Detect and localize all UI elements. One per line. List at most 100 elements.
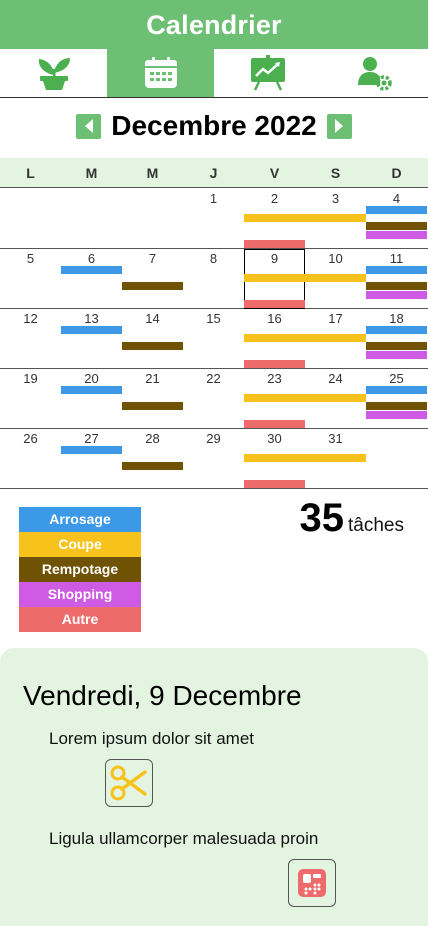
task-bar-coupe[interactable] [244,274,366,282]
calendar-day-7[interactable]: 7 [148,251,157,266]
calendar-day-2[interactable]: 2 [270,191,279,206]
app-header: Calendrier [0,0,428,49]
next-month-button[interactable] [326,113,352,139]
calendar-day-4[interactable]: 4 [392,191,401,206]
task-bar-arrosage[interactable] [366,386,427,394]
weekday-label: S [330,165,341,181]
task-count: 35 tâches [300,496,404,541]
calendar-icon [144,57,177,88]
task-bar-shopping[interactable] [366,411,427,419]
task-autre-button[interactable] [288,859,336,907]
calendar-day-11[interactable]: 11 [389,251,404,266]
tab-plants[interactable] [0,49,107,97]
task-count-value: 35 [299,496,345,540]
task-bar-rempotage[interactable] [122,462,183,470]
calendar-day-5[interactable]: 5 [26,251,35,266]
calendar-week-row: 19 20 21 22 23 24 25 [0,369,428,429]
scissors-icon [110,765,147,801]
task-text: Lorem ipsum dolor sit amet [49,729,255,748]
chart-board-icon [250,55,285,91]
calendar-day-18[interactable]: 18 [389,311,404,326]
calendar-week-row: 12 13 14 15 16 17 18 [0,309,428,369]
calendar-day-21[interactable]: 21 [145,371,160,386]
task-bar-rempotage[interactable] [366,282,427,290]
calendar-day-13[interactable]: 13 [84,311,99,326]
calendar-day-31[interactable]: 31 [328,431,343,446]
other-task-icon [298,869,326,897]
tab-calendar[interactable] [107,49,214,97]
calendar-day-9[interactable]: 9 [270,251,279,266]
prev-month-button[interactable] [76,113,102,139]
task-bar-rempotage[interactable] [122,342,183,350]
calendar-day-3[interactable]: 3 [331,191,340,206]
calendar-grid: 1 2 3 4 5 6 7 8 9 10 11 12 13 14 15 16 17 18 19 20 21 22 23 24 2… [0,189,428,489]
task-bar-arrosage[interactable] [366,206,427,214]
tab-settings[interactable] [321,49,428,97]
task-bar-coupe[interactable] [244,334,366,342]
calendar-day-28[interactable]: 28 [145,431,160,446]
task-bar-arrosage[interactable] [61,326,122,334]
month-navigation: Decembre 2022 [0,106,428,146]
calendar-day-24[interactable]: 24 [328,371,343,386]
task-bar-coupe[interactable] [244,214,366,222]
calendar-day-23[interactable]: 23 [267,371,282,386]
legend-item-arrosage: Arrosage [19,507,141,532]
task-bar-coupe[interactable] [244,394,366,402]
task-bar-autre[interactable] [244,480,305,488]
calendar-day-17[interactable]: 17 [328,311,343,326]
weekday-label: J [209,165,218,181]
calendar-day-8[interactable]: 8 [209,251,218,266]
task-bar-rempotage[interactable] [366,222,427,230]
user-settings-icon [357,57,392,91]
task-bar-autre[interactable] [244,300,305,308]
calendar-day-12[interactable]: 12 [23,311,38,326]
calendar-day-14[interactable]: 14 [145,311,160,326]
calendar-week-row: 5 6 7 8 9 10 11 [0,249,428,309]
task-bar-arrosage[interactable] [366,266,427,274]
task-bar-arrosage[interactable] [61,266,122,274]
task-coupe-button[interactable] [105,759,153,807]
task-bar-autre[interactable] [244,360,305,368]
app-title: Calendrier [146,10,282,40]
legend-item-autre: Autre [19,607,141,632]
task-bar-arrosage[interactable] [61,446,122,454]
task-bar-rempotage[interactable] [122,282,183,290]
task-bar-shopping[interactable] [366,231,427,239]
task-bar-autre[interactable] [244,240,305,248]
calendar-day-29[interactable]: 29 [206,431,221,446]
weekday-label: L [26,165,35,181]
weekday-label: V [269,165,280,181]
calendar-day-27[interactable]: 27 [84,431,99,446]
task-bar-arrosage[interactable] [366,326,427,334]
task-bar-rempotage[interactable] [366,342,427,350]
tab-stats[interactable] [214,49,321,97]
tab-bar [0,49,428,98]
task-bar-coupe[interactable] [244,454,366,462]
calendar-day-26[interactable]: 26 [23,431,38,446]
legend-item-shopping: Shopping [19,582,141,607]
task-bar-rempotage[interactable] [122,402,183,410]
calendar-day-19[interactable]: 19 [23,371,38,386]
task-bar-shopping[interactable] [366,291,427,299]
weekday-header: L M M J V S D [0,158,428,188]
weekday-label: D [391,165,402,181]
task-bar-rempotage[interactable] [366,402,427,410]
calendar-day-6[interactable]: 6 [87,251,96,266]
task-bar-autre[interactable] [244,420,305,428]
task-bar-arrosage[interactable] [61,386,122,394]
calendar-day-1[interactable]: 1 [209,191,218,206]
calendar-day-15[interactable]: 15 [206,311,221,326]
weekday-label: M [146,165,159,181]
task-bar-shopping[interactable] [366,351,427,359]
calendar-day-16[interactable]: 16 [267,311,282,326]
legend-item-coupe: Coupe [19,532,141,557]
task-text: Ligula ullamcorper malesuada proin [49,829,319,848]
calendar-day-25[interactable]: 25 [389,371,404,386]
calendar-day-20[interactable]: 20 [84,371,99,386]
calendar-day-22[interactable]: 22 [206,371,221,386]
day-detail-panel: Vendredi, 9 Decembre Lorem ipsum dolor s… [0,648,428,926]
arrow-left-icon [84,119,93,133]
calendar-week-row: 26 27 28 29 30 31 [0,429,428,489]
calendar-day-30[interactable]: 30 [267,431,282,446]
calendar-day-10[interactable]: 10 [328,251,343,266]
